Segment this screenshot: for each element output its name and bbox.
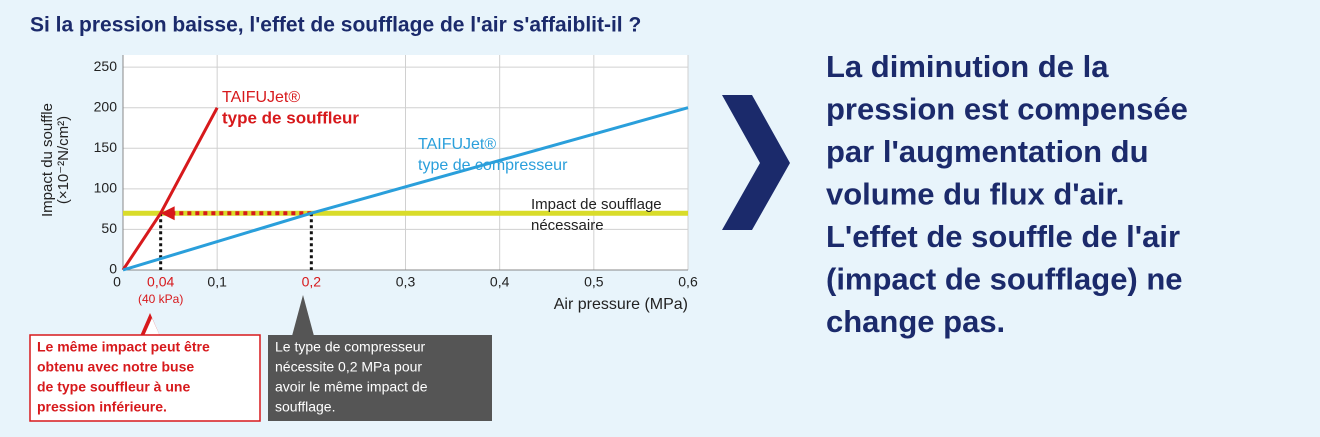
x-tick-label: 0,2 <box>302 274 322 290</box>
chevron <box>722 95 790 230</box>
x-tick-label: 0,5 <box>584 274 604 290</box>
conclusion-text: pression est compensée <box>826 92 1188 127</box>
legend-name: TAIFUJet® <box>222 89 300 106</box>
y-tick-label: 250 <box>94 58 118 74</box>
y-axis-label: (×10⁻²N/cm²) <box>55 116 72 204</box>
annotation-text: Le type de compresseur <box>275 339 426 355</box>
line <box>122 106 689 272</box>
annotation-text: avoir le même impact de <box>275 379 428 395</box>
legend-label: type de compresseur <box>418 157 568 174</box>
conclusion-text: (impact de soufflage) ne <box>826 262 1183 297</box>
line <box>121 107 219 271</box>
x-tick-note: (40 kPa) <box>138 292 183 306</box>
y-tick-label: 50 <box>101 220 117 236</box>
y-tick-label: 150 <box>94 139 118 155</box>
conclusion-text: La diminution de la <box>826 49 1109 84</box>
annotation-text: Le même impact peut être <box>37 339 210 355</box>
y-tick-label: 200 <box>94 98 118 114</box>
annotation-text: nécessite 0,2 MPa pour <box>275 359 422 375</box>
annotation-text: pression inférieure. <box>37 399 167 415</box>
x-tick-label: 0,3 <box>396 274 416 290</box>
x-tick-label: 0,6 <box>678 274 698 290</box>
conclusion-text: volume du flux d'air. <box>826 177 1124 212</box>
legend-name: TAIFUJet® <box>418 136 496 153</box>
annotation-text: obtenu avec notre buse <box>37 359 194 375</box>
y-tick-label: 100 <box>94 180 118 196</box>
reference-label: Impact de soufflage <box>531 196 662 213</box>
blower-box <box>29 334 261 422</box>
annotation-text: de type souffleur à une <box>37 379 190 395</box>
pointer <box>292 295 314 336</box>
y-axis-label: Impact du souffle <box>39 103 56 217</box>
x-axis-label: Air pressure (MPa) <box>554 296 688 313</box>
title: Si la pression baisse, l'effet de souffl… <box>30 14 641 37</box>
x-tick-label: 0 <box>113 274 121 290</box>
conclusion-text: L'effet de souffle de l'air <box>826 219 1180 254</box>
x-tick-label: 0,04 <box>147 274 174 290</box>
conclusion-text: par l'augmentation du <box>826 134 1149 169</box>
arrow-head <box>160 206 175 221</box>
compressor-box <box>268 335 492 421</box>
annotation-text: soufflage. <box>275 399 335 415</box>
x-tick-label: 0,4 <box>490 274 510 290</box>
x-tick-label: 0,1 <box>207 274 227 290</box>
conclusion-text: change pas. <box>826 304 1005 339</box>
y-tick-label: 0 <box>109 261 117 277</box>
legend-label: type de souffleur <box>222 108 359 127</box>
pointer-inner <box>144 318 160 336</box>
reference-label: nécessaire <box>531 217 604 234</box>
